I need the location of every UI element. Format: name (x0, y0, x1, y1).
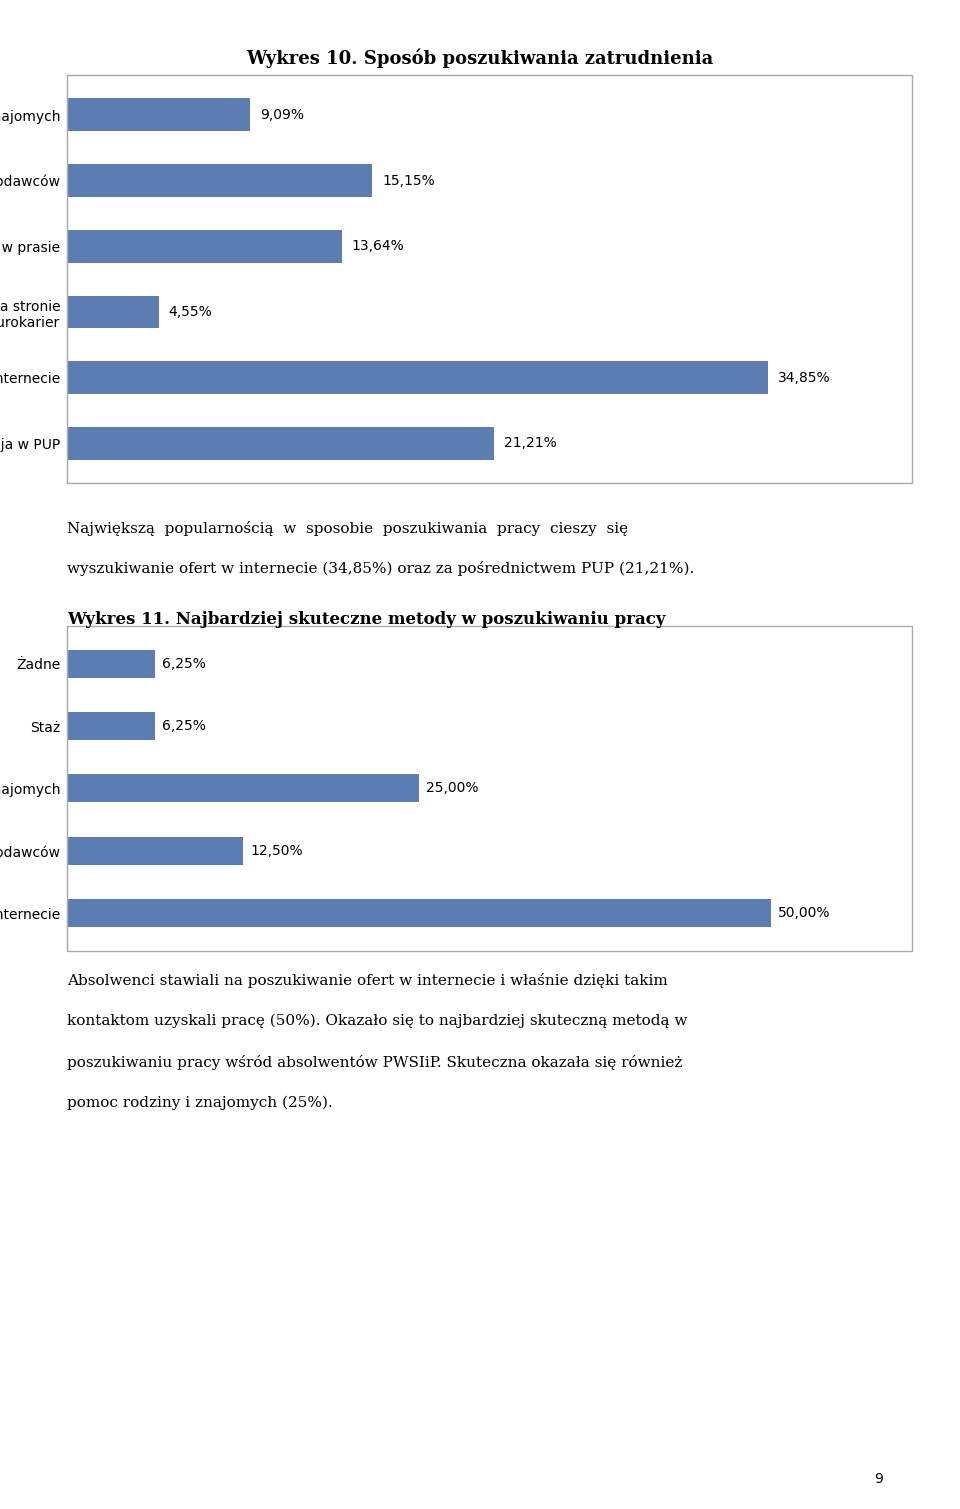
Bar (67, 361, 768, 394)
Text: 34,85%: 34,85% (779, 371, 830, 385)
Text: poszukiwaniu pracy wśród absolwentów PWSIiP. Skuteczna okazała się również: poszukiwaniu pracy wśród absolwentów PWS… (67, 1055, 683, 1070)
Text: kontaktom uzyskali pracę (50%). Okazało się to najbardziej skuteczną metodą w: kontaktom uzyskali pracę (50%). Okazało … (67, 1014, 687, 1029)
Text: 12,50%: 12,50% (251, 844, 302, 857)
Text: Największą  popularnością  w  sposobie  poszukiwania  pracy  cieszy  się: Największą popularnością w sposobie posz… (67, 521, 629, 536)
Text: Absolwenci stawiali na poszukiwanie ofert w internecie i właśnie dzięki takim: Absolwenci stawiali na poszukiwanie ofer… (67, 973, 668, 988)
Text: pomoc rodziny i znajomych (25%).: pomoc rodziny i znajomych (25%). (67, 1096, 333, 1111)
Text: 6,25%: 6,25% (162, 720, 206, 733)
Bar (67, 164, 372, 198)
Text: 21,21%: 21,21% (504, 436, 557, 451)
Bar (67, 296, 158, 329)
Text: 50,00%: 50,00% (779, 907, 830, 920)
Text: 13,64%: 13,64% (351, 240, 404, 254)
Text: 15,15%: 15,15% (382, 174, 435, 187)
Text: 9,09%: 9,09% (260, 107, 304, 122)
Bar (67, 837, 243, 865)
Text: 9: 9 (875, 1473, 883, 1486)
Bar (67, 899, 771, 927)
Text: 4,55%: 4,55% (169, 305, 212, 318)
Text: 6,25%: 6,25% (162, 656, 206, 670)
Bar (67, 427, 493, 460)
Bar (67, 774, 420, 803)
Text: Wykres 10. Sposób poszukiwania zatrudnienia: Wykres 10. Sposób poszukiwania zatrudnie… (247, 48, 713, 68)
Text: Wykres 11. Najbardziej skuteczne metody w poszukiwaniu pracy: Wykres 11. Najbardziej skuteczne metody … (67, 611, 665, 628)
Text: wyszukiwanie ofert w internecie (34,85%) oraz za pośrednictwem PUP (21,21%).: wyszukiwanie ofert w internecie (34,85%)… (67, 561, 694, 576)
Bar (67, 98, 250, 131)
Bar (67, 229, 342, 263)
Text: 25,00%: 25,00% (426, 782, 479, 795)
Bar (67, 650, 156, 678)
Bar (67, 712, 156, 739)
